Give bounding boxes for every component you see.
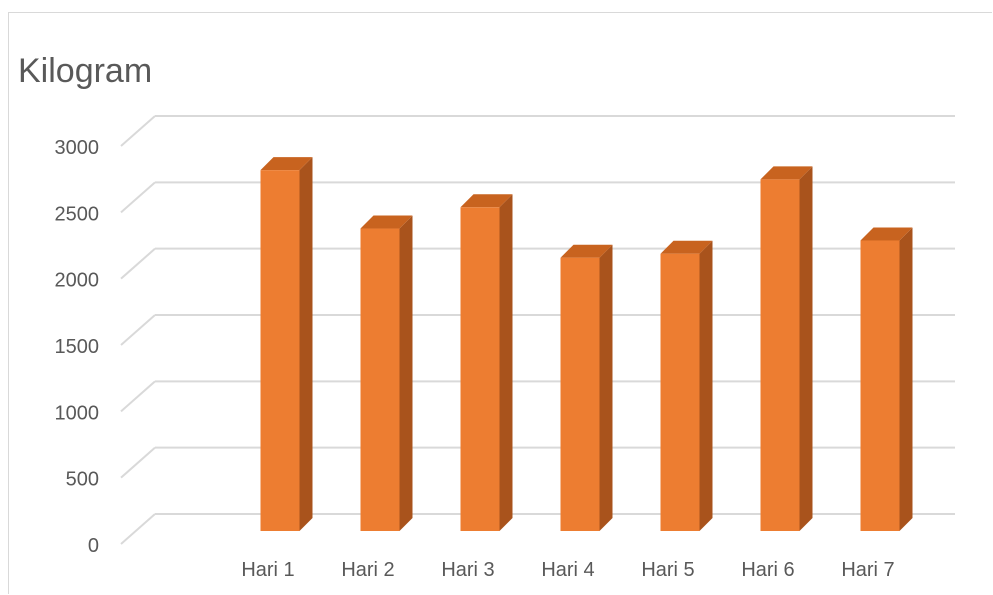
bar	[560, 257, 600, 531]
y-tick-label: 1000	[55, 402, 100, 424]
x-tick-label: Hari 3	[441, 559, 494, 581]
bar-top	[860, 227, 913, 241]
y-tick-label: 2000	[55, 270, 100, 292]
x-tick-label: Hari 6	[741, 559, 794, 581]
gridline-depth	[120, 115, 156, 147]
y-tick-label: 1500	[55, 336, 100, 358]
x-tick-label: Hari 7	[841, 559, 894, 581]
bar-top	[660, 240, 713, 254]
bar-side	[699, 240, 713, 531]
bar-side	[399, 215, 413, 531]
x-tick-label: Hari 1	[241, 559, 294, 581]
gridline-depth	[120, 181, 156, 214]
gridline-depth	[120, 247, 156, 280]
x-tick-label: Hari 2	[341, 559, 394, 581]
bar	[460, 207, 500, 531]
bar-top	[260, 157, 313, 171]
x-tick-label: Hari 5	[641, 559, 694, 581]
bar-side	[499, 194, 513, 531]
chart-title: Kilogram	[18, 52, 153, 90]
bar-top	[760, 166, 813, 180]
y-tick-label: 0	[88, 535, 99, 557]
bar-side	[599, 244, 613, 531]
bar	[660, 253, 700, 531]
y-tick-label: 2500	[55, 203, 100, 225]
bar-top	[560, 244, 613, 258]
y-tick-label: 3000	[55, 137, 100, 159]
bar-side	[799, 166, 813, 531]
bar	[860, 240, 900, 531]
bar-side	[299, 157, 313, 531]
bar	[760, 179, 800, 531]
gridline-depth	[120, 380, 156, 413]
bar	[360, 228, 400, 531]
bar-top	[460, 194, 513, 208]
x-tick-label: Hari 4	[541, 559, 594, 581]
y-tick-label: 500	[66, 469, 99, 491]
gridline-depth	[120, 314, 156, 346]
gridline-depth	[120, 513, 156, 545]
bar	[260, 170, 300, 531]
gridline-depth	[120, 446, 156, 479]
bar-side	[899, 227, 913, 531]
bar-top	[360, 215, 413, 229]
